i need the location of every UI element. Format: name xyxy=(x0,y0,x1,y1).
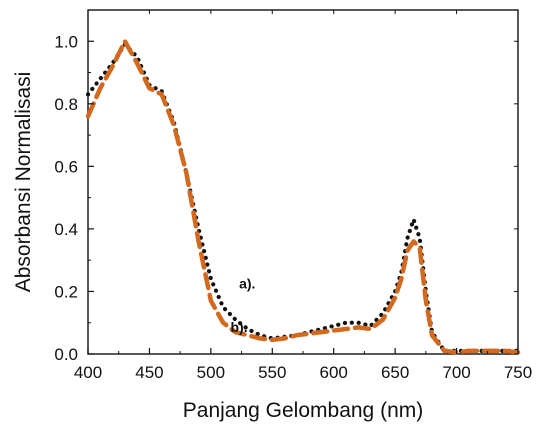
x-tick-label: 450 xyxy=(135,363,163,382)
series-line-b xyxy=(85,39,521,355)
y-tick-label: 0.2 xyxy=(54,282,78,301)
x-tick-label: 550 xyxy=(258,363,286,382)
y-tick-label: 0.6 xyxy=(54,157,78,176)
x-tick-label: 500 xyxy=(197,363,225,382)
x-tick-label: 400 xyxy=(74,363,102,382)
y-tick-label: 0.0 xyxy=(54,345,78,364)
y-tick-label: 1.0 xyxy=(54,32,78,51)
plot-area-frame xyxy=(87,9,519,355)
x-tick-label: 700 xyxy=(442,363,470,382)
y-tick-label: 0.4 xyxy=(54,220,78,239)
y-tick-label: 0.8 xyxy=(54,95,78,114)
x-tick-label: 750 xyxy=(504,363,532,382)
y-axis-title: Absorbansi Normalisasi xyxy=(12,72,35,293)
series-annotation: b). xyxy=(231,319,248,335)
x-tick-label: 650 xyxy=(381,363,409,382)
x-axis-title: Panjang Gelombang (nm) xyxy=(183,399,423,422)
x-tick-label: 600 xyxy=(320,363,348,382)
series-annotation: a). xyxy=(239,275,255,291)
